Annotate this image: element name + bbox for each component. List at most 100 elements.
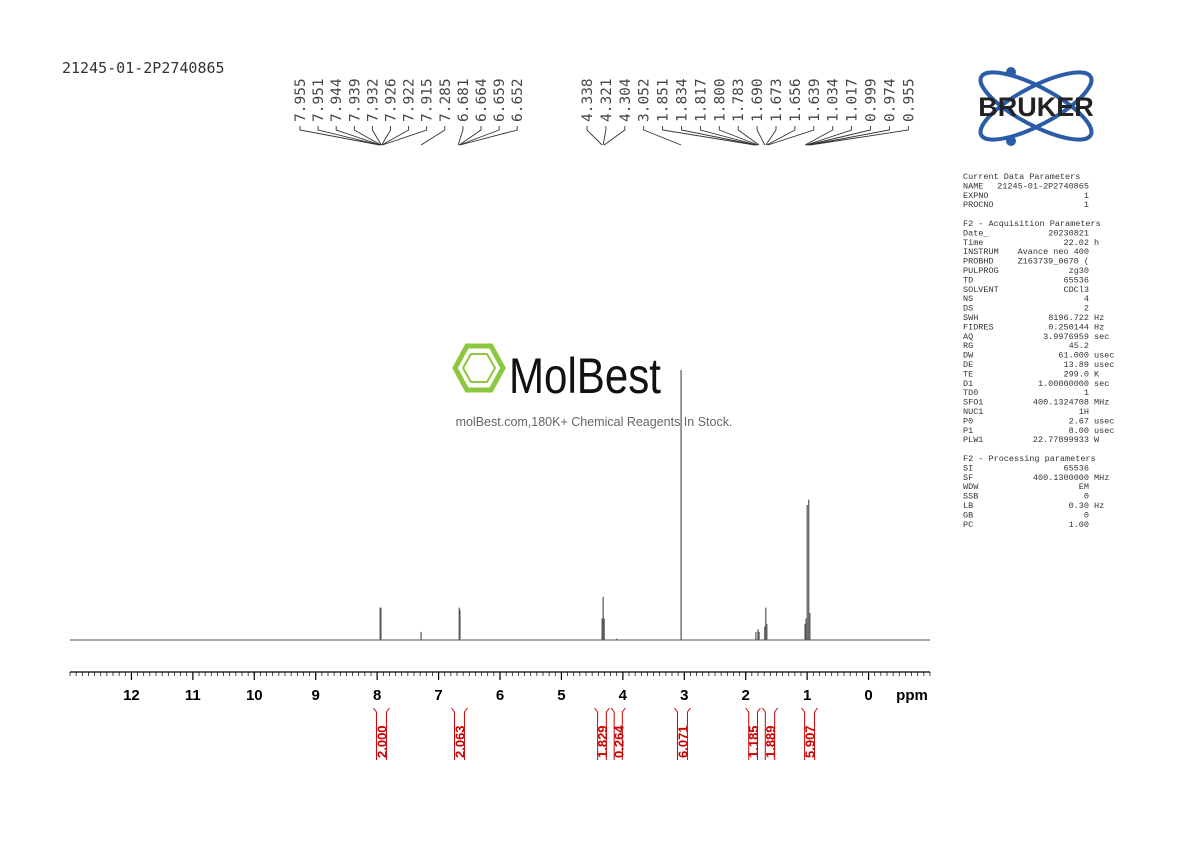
peak-label-leader (603, 126, 626, 146)
param-name: RG (963, 341, 973, 351)
peak-label-leader (807, 126, 871, 146)
peak-label: 6.659 (492, 78, 508, 122)
x-tick-label: 8 (373, 687, 381, 704)
param-name: PROBHD (963, 257, 994, 267)
peak-label: 3.052 (637, 78, 653, 122)
param-unit: Hz (1094, 501, 1104, 511)
x-tick-label: 9 (312, 687, 320, 704)
peak-label-leader (766, 126, 796, 146)
param-value: Z163739_0670 ( (1018, 257, 1089, 267)
param-name: TE (963, 369, 973, 379)
param-value: 1 (1084, 200, 1089, 210)
peak-label: 1.690 (750, 78, 766, 122)
x-tick-label: 4 (619, 687, 628, 704)
peak-label-leader (804, 126, 834, 146)
peak-label-leader (718, 126, 759, 146)
param-value: 3.9976959 (1043, 332, 1089, 342)
peak-label-leader (459, 126, 518, 146)
integral-label: 2.063 (452, 725, 467, 758)
param-value: 21245-01-2P2740865 (997, 181, 1089, 191)
integral-label: 1.889 (763, 725, 778, 758)
peak-label: 4.338 (580, 78, 596, 122)
peak-label-leader (737, 126, 760, 146)
param-value: 1 (1084, 388, 1089, 398)
peak-label-leader (805, 126, 853, 146)
param-unit: usec (1094, 351, 1114, 361)
param-value: 299.0 (1063, 369, 1089, 379)
param-name: SWH (963, 313, 978, 323)
param-heading: F2 - Acquisition Parameters (963, 219, 1101, 229)
param-name: EXPNO (963, 191, 989, 201)
param-unit: usec (1094, 360, 1114, 370)
peak-label-leader (459, 126, 500, 146)
param-value: 0.30 (1069, 501, 1089, 511)
param-unit: K (1094, 369, 1100, 379)
param-name: AQ (963, 332, 973, 342)
x-tick-label: 3 (680, 687, 688, 704)
watermark-title: MolBest (509, 348, 661, 404)
integral-bracket (801, 707, 818, 760)
peak-label: 7.955 (293, 78, 309, 122)
param-name: P0 (963, 416, 973, 426)
integral-label: 0.264 (611, 725, 626, 758)
param-value: 0 (1084, 510, 1089, 520)
peak-label-leader (681, 126, 756, 146)
x-tick-label: 1 (803, 687, 811, 704)
peak-label: 1.783 (731, 78, 747, 122)
param-unit: Hz (1094, 313, 1104, 323)
param-value: 65536 (1063, 275, 1089, 285)
peak-label-leader (586, 126, 603, 146)
param-value: zg30 (1069, 266, 1089, 276)
peak-label-leader (662, 126, 755, 146)
param-unit: Hz (1094, 322, 1104, 332)
param-value: 2.67 (1069, 416, 1089, 426)
peak-label: 1.656 (788, 78, 804, 122)
param-unit: W (1094, 435, 1100, 445)
peak-label-leader (420, 126, 446, 146)
param-unit: usec (1094, 416, 1114, 426)
peak-label: 7.926 (384, 78, 400, 122)
param-name: NS (963, 294, 973, 304)
param-name: P1 (963, 426, 973, 436)
peak-label: 7.915 (420, 78, 436, 122)
param-value: 8.00 (1069, 426, 1089, 436)
peak-label: 0.974 (882, 78, 898, 122)
peak-label: 1.834 (675, 78, 691, 122)
peak-label: 7.932 (365, 78, 381, 122)
peak-label: 1.817 (693, 78, 709, 122)
param-heading: Current Data Parameters (963, 172, 1080, 182)
sample-id: 21245-01-2P2740865 (62, 59, 225, 77)
param-unit: MHz (1094, 398, 1109, 408)
peak-label: 7.939 (347, 78, 363, 122)
peak-label: 6.681 (456, 78, 472, 122)
integral-bracket (594, 707, 610, 760)
integral-bracket (745, 707, 761, 760)
peak-label: 1.034 (826, 78, 842, 122)
param-name: SOLVENT (963, 285, 999, 295)
integral-bracket (373, 707, 390, 760)
x-tick-label: 0 (864, 687, 872, 704)
param-value: 2 (1084, 304, 1089, 314)
param-name: SSB (963, 492, 978, 502)
param-value: 400.1324708 (1033, 398, 1089, 408)
param-name: DW (963, 351, 974, 361)
param-name: SI (963, 463, 973, 473)
peak-label: 6.664 (474, 78, 490, 122)
param-name: SFO1 (963, 398, 983, 408)
x-tick-label: 2 (742, 687, 750, 704)
peak-label-leader (767, 126, 815, 146)
peak-label-leader (809, 126, 909, 146)
param-name: WDW (963, 482, 979, 492)
param-heading: F2 - Processing parameters (963, 454, 1096, 464)
peak-label-leader (699, 126, 758, 146)
param-value: EM (1079, 482, 1089, 492)
peak-label-leader (353, 126, 382, 146)
param-name: DS (963, 304, 973, 314)
peak-label: 7.285 (438, 78, 454, 122)
peak-label-leader (643, 126, 682, 146)
param-unit: h (1094, 238, 1099, 248)
param-value: 22.02 (1063, 238, 1089, 248)
param-name: Time (963, 238, 983, 248)
param-name: FIDRES (963, 322, 994, 332)
integral-label: 5.907 (803, 725, 818, 758)
